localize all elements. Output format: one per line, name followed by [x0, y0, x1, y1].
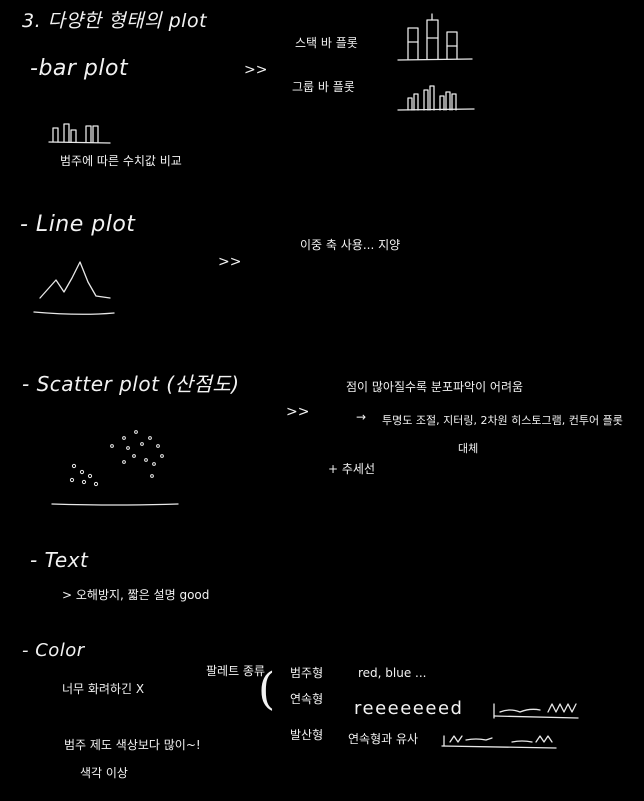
grouped-bar-sketch: [397, 85, 475, 111]
scatter-note-2: 투명도 조절, 지터링, 2차원 히스토그램, 컨투어 플롯: [382, 414, 623, 427]
scatter-note-arrow: →: [356, 410, 367, 424]
line-plot-heading: - Line plot: [20, 212, 136, 237]
stacked-bar-note: 스택 바 플롯: [295, 36, 358, 50]
stacked-bar-sketch: [397, 13, 473, 61]
scatter-plot-heading: - Scatter plot (산점도): [22, 372, 240, 396]
line-arrow: >>: [218, 254, 242, 270]
bar-caption: 범주에 따른 수치값 비교: [60, 154, 182, 168]
color-note-bottom-1: 범주 제도 색상보다 많이~!: [64, 738, 201, 752]
palette-diverging-name: 발산형: [290, 728, 324, 742]
palette-sequential-example: reeeeeeed: [354, 698, 464, 719]
line-note: 이중 축 사용... 지양: [300, 238, 401, 252]
scatter-note-1: 점이 많아질수록 분포파악이 어려움: [346, 380, 524, 394]
color-note-left: 너무 화려하긴 X: [62, 682, 145, 696]
bar-plot-sketch: [48, 123, 111, 144]
diverging-gradient-sketch: [441, 735, 557, 749]
palette-categorical-example: red, blue ...: [358, 666, 427, 680]
text-note: > 오해방지, 짧은 설명 good: [62, 588, 210, 602]
text-heading: - Text: [30, 548, 89, 572]
sequential-gradient-sketch: [493, 703, 579, 719]
palette-sequential-name: 연속형: [290, 692, 324, 706]
scatter-arrow: >>: [286, 404, 310, 420]
palette-label: 팔레트 종류: [206, 664, 266, 678]
page-title: 3. 다양한 형태의 plot: [22, 10, 208, 32]
color-heading: - Color: [22, 640, 85, 661]
scatter-note-2-cont: 대체: [458, 442, 479, 455]
bar-plot-heading: -bar plot: [30, 56, 129, 81]
palette-bracket: (: [258, 664, 276, 715]
palette-diverging-example: 연속형과 유사: [348, 732, 419, 746]
palette-categorical-name: 범주형: [290, 666, 324, 680]
grouped-bar-note: 그룹 바 플롯: [292, 80, 355, 94]
bar-arrow: >>: [244, 62, 268, 78]
color-note-bottom-2: 색각 이상: [80, 766, 128, 780]
scatter-note-3: + 추세선: [328, 462, 375, 476]
